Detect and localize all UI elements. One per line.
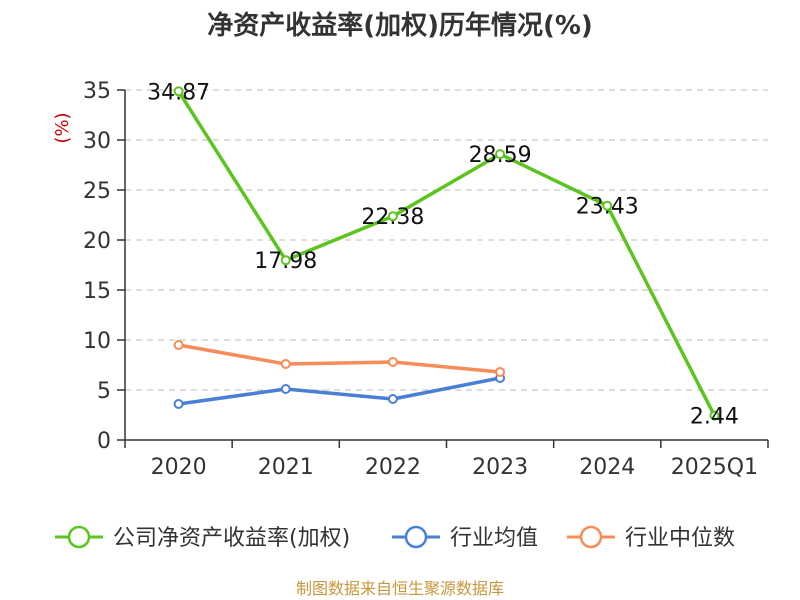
gridlines xyxy=(125,89,768,391)
x-tick-label: 2022 xyxy=(365,455,421,480)
legend-swatch-marker xyxy=(404,525,428,549)
y-tick-label: 15 xyxy=(83,279,111,304)
data-point xyxy=(709,410,720,421)
source-note: 制图数据来自恒生聚源数据库 xyxy=(296,579,504,598)
x-tick-label: 2020 xyxy=(151,455,207,480)
legend-label: 行业中位数 xyxy=(625,526,735,551)
y-tick-label: 0 xyxy=(97,429,111,454)
data-point xyxy=(280,384,291,394)
series-1 xyxy=(173,373,506,409)
data-label: 17.98 xyxy=(254,249,317,274)
legend-item[interactable]: 公司净资产收益率(加权) xyxy=(55,525,350,551)
x-tick-label: 2023 xyxy=(472,455,528,480)
data-point xyxy=(387,357,398,367)
data-point xyxy=(280,255,291,266)
legend-label: 公司净资产收益率(加权) xyxy=(113,526,350,551)
series-layer: 34.87 17.98 22.38 28.59 23.43 2.44 xyxy=(147,80,739,429)
y-axis-label: (%) xyxy=(52,112,73,143)
series-line xyxy=(178,376,501,406)
data-point xyxy=(495,367,506,377)
x-tick-label: 2024 xyxy=(579,455,635,480)
series-line xyxy=(178,343,501,374)
legend-item[interactable]: 行业中位数 xyxy=(567,525,735,551)
data-label: 2.44 xyxy=(690,405,739,430)
legend-item[interactable]: 行业均值 xyxy=(392,525,538,551)
data-point xyxy=(173,86,184,97)
data-point xyxy=(602,200,613,211)
data-label: 34.87 xyxy=(147,80,210,105)
data-point xyxy=(387,394,398,404)
x-tick-label: 2021 xyxy=(258,455,314,480)
data-point xyxy=(173,340,184,350)
data-point xyxy=(495,149,506,160)
legend-swatch-marker xyxy=(67,525,91,549)
y-tick-label: 30 xyxy=(83,129,111,154)
data-label: 22.38 xyxy=(361,205,424,230)
legend-label: 行业均值 xyxy=(450,526,538,551)
data-point xyxy=(280,359,291,369)
x-tick-label: 2025Q1 xyxy=(671,455,758,480)
y-tick-label: 25 xyxy=(83,179,111,204)
data-point xyxy=(173,399,184,409)
legend[interactable]: 公司净资产收益率(加权) 行业均值 行业中位数 xyxy=(55,525,735,551)
legend-swatch-marker xyxy=(579,525,603,549)
series-line xyxy=(177,90,716,417)
y-tick-label: 10 xyxy=(83,329,111,354)
y-tick-label: 5 xyxy=(97,379,111,404)
series-0: 34.87 17.98 22.38 28.59 23.43 2.44 xyxy=(147,80,739,429)
y-tick-label: 35 xyxy=(83,79,111,104)
y-tick-label: 20 xyxy=(83,229,111,254)
chart-title: 净资产收益率(加权)历年情况(%) xyxy=(207,10,593,41)
data-label: 28.59 xyxy=(469,143,532,168)
data-label: 23.43 xyxy=(576,195,639,220)
axes: 0 5 10 15 20 25 30 35 2020 2021 2022 2023 2024 2025Q1 xyxy=(83,79,769,480)
data-point xyxy=(387,211,398,222)
series-2 xyxy=(173,340,506,377)
